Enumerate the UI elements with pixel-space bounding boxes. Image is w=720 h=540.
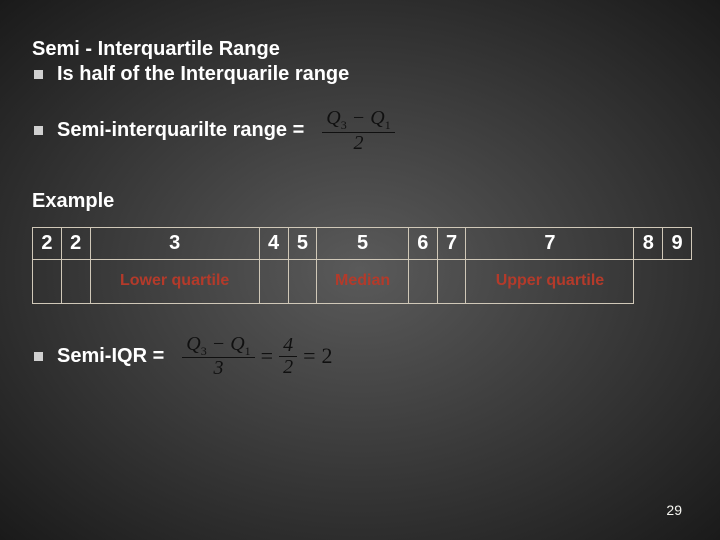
square-bullet-icon (34, 70, 43, 79)
square-bullet-icon (34, 352, 43, 361)
example-heading: Example (32, 190, 688, 213)
bullet-item-1: Is half of the Interquarile range (32, 63, 688, 86)
data-cell: 6 (408, 227, 437, 259)
data-cell: 9 (663, 227, 692, 259)
data-cell: 5 (317, 227, 409, 259)
data-cell: 5 (288, 227, 317, 259)
label-cell (33, 259, 62, 303)
bullet-text: Is half of the Interquarile range (57, 63, 349, 86)
formula-semi-iqr-result: Q3 − Q1 3 = 4 2 = 2 (182, 334, 332, 380)
label-cell (408, 259, 437, 303)
label-cell (663, 259, 692, 303)
data-cell: 7 (437, 227, 466, 259)
page-number: 29 (666, 502, 682, 518)
slide-content: Semi - Interquartile Range Is half of th… (0, 0, 720, 379)
bullet-item-2: Semi-interquarilte range = Q3 − Q1 2 (32, 108, 688, 154)
label-cell-lower-quartile: Lower quartile (90, 259, 259, 303)
label-cell (288, 259, 317, 303)
label-cell (259, 259, 288, 303)
table-row: 2 2 3 4 5 5 6 7 7 8 9 (33, 227, 692, 259)
label-cell-upper-quartile: Upper quartile (466, 259, 634, 303)
data-cell: 2 (33, 227, 62, 259)
label-cell-median: Median (317, 259, 409, 303)
label-cell (61, 259, 90, 303)
quartile-data-table: 2 2 3 4 5 5 6 7 7 8 9 Lower quartile Med… (32, 227, 692, 304)
formula-q3-q1-over-2: Q3 − Q1 2 (322, 108, 394, 154)
label-cell (634, 259, 663, 303)
bullet-text: Semi-IQR = (57, 345, 164, 368)
slide-heading: Semi - Interquartile Range (32, 38, 688, 61)
data-cell: 2 (61, 227, 90, 259)
data-cell: 8 (634, 227, 663, 259)
label-cell (437, 259, 466, 303)
data-cell: 3 (90, 227, 259, 259)
table-row: Lower quartile Median Upper quartile (33, 259, 692, 303)
data-cell: 4 (259, 227, 288, 259)
bullet-text: Semi-interquarilte range = (57, 119, 304, 142)
bullet-item-3: Semi-IQR = Q3 − Q1 3 = 4 2 = 2 (32, 334, 688, 380)
square-bullet-icon (34, 126, 43, 135)
data-cell: 7 (466, 227, 634, 259)
